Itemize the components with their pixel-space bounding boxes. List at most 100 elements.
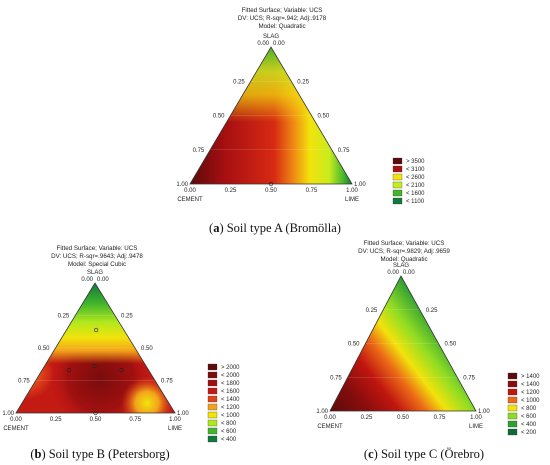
tick-label-right: 0.50 (445, 342, 457, 348)
tick-label-left: 0.75 (193, 148, 205, 154)
design-point (268, 181, 274, 187)
panel-caption: (b) Soil type B (Petersborg) (30, 447, 169, 461)
tick-label-left: 0.25 (233, 79, 245, 85)
legend-label: < 200 (521, 430, 537, 436)
legend-swatch (392, 189, 403, 197)
caption-text: Soil type B (Petersborg) (46, 447, 170, 461)
caption-letter: c (368, 447, 374, 461)
legend-label: < 2600 (406, 175, 425, 181)
tick-label-right: 0.00 (403, 270, 415, 276)
caption-paren: ( (209, 221, 213, 235)
panel-caption: (c) Soil type C (Örebro) (364, 447, 484, 461)
legend-label: > 3500 (406, 159, 425, 165)
legend-swatch (507, 372, 518, 380)
chart-header-line: Model: Special Cubic (68, 261, 126, 268)
tick-label-right: 0.00 (97, 277, 109, 283)
tick-label-bottom: 0.75 (129, 417, 141, 423)
legend-swatch (392, 157, 403, 165)
legend-label: < 1100 (406, 199, 425, 205)
tick-label-right: 0.75 (338, 148, 350, 154)
vertex-label-slag: SLAG (393, 263, 409, 269)
legend-swatch (507, 428, 518, 436)
tick-label-bottom: 0.75 (434, 415, 446, 421)
legend-label: < 400 (521, 422, 537, 428)
tick-label-bottom: 0.50 (265, 188, 277, 194)
chart-header-line: Fitted Surface; Variable: UCS (364, 240, 445, 247)
legend-swatch (207, 395, 218, 403)
legend-swatch (507, 396, 518, 404)
tick-label-right: 0.25 (121, 314, 133, 320)
tick-label-right: 0.00 (273, 41, 285, 47)
tick-label-right: 1.00 (478, 409, 490, 415)
legend-label: < 1000 (521, 398, 540, 404)
chart-header-line: Model: Quadratic (380, 256, 427, 263)
legend-label: < 1200 (521, 390, 540, 396)
legend-label: < 800 (221, 421, 237, 427)
caption-paren: ( (30, 447, 34, 461)
tick-label-bottom: 0.75 (306, 188, 318, 194)
tick-label-bottom: 0.25 (361, 415, 373, 421)
tick-label-left: 0.75 (18, 379, 30, 385)
design-point (94, 327, 99, 333)
legend-swatch (507, 380, 518, 388)
tick-label-left: 0.50 (213, 114, 225, 120)
tick-label-bottom: 0.00 (10, 417, 22, 423)
legend-swatch (507, 388, 518, 396)
vertex-label-cement: CEMENT (3, 426, 29, 432)
chart-header-line: DV: UCS; R-sqr=.942; Adj:.9178 (238, 15, 327, 22)
tick-label-left: 0.00 (257, 41, 269, 47)
legend-label: < 2000 (221, 373, 240, 379)
chart-header-line: DV: UCS; R-sqr=.9829; Adj:.9659 (358, 248, 450, 255)
legend-swatch (507, 404, 518, 412)
tick-label-bottom: 0.00 (184, 188, 196, 194)
legend-label: > 2000 (221, 365, 240, 371)
tick-label-bottom: 0.00 (324, 415, 336, 421)
panel-caption: (a) Soil type A (Bromölla) (209, 221, 341, 235)
chart-header-line: Fitted Surface; Variable: UCS (57, 245, 138, 252)
design-point (119, 368, 124, 373)
legend-label: < 1600 (221, 389, 240, 395)
caption-paren: ) (219, 221, 223, 235)
vertex-label-cement: CEMENT (177, 197, 203, 203)
legend-label: < 800 (521, 406, 537, 412)
caption-paren: ) (374, 447, 378, 461)
design-point (66, 368, 72, 373)
tick-label-right: 0.75 (161, 379, 173, 385)
legend-label: < 2100 (406, 183, 425, 189)
chart-header-line: Fitted Surface; Variable: UCS (242, 7, 323, 14)
legend-swatch (207, 363, 218, 371)
legend-swatch (207, 419, 218, 427)
triangle-frame (189, 46, 353, 185)
triangle-frame (15, 282, 176, 414)
tick-label-left: 1.00 (2, 411, 14, 417)
tick-label-left: 0.75 (330, 375, 342, 381)
tick-label-right: 0.50 (318, 114, 330, 120)
legend-swatch (207, 379, 218, 387)
caption-paren: ) (41, 447, 45, 461)
tick-label-left: 0.25 (366, 308, 378, 314)
legend-swatch (507, 412, 518, 420)
tick-label-left: 0.00 (81, 277, 93, 283)
legend-swatch (207, 435, 218, 443)
legend-swatch (207, 387, 218, 395)
surface-left-lobe (16, 283, 175, 413)
caption-text: Soil type A (Bromölla) (224, 221, 341, 235)
surface-fill (330, 276, 476, 411)
design-point (93, 410, 98, 416)
design-point (92, 363, 97, 369)
triangle-frame (329, 275, 477, 412)
vertex-label-slag: SLAG (87, 270, 103, 276)
legend-label: < 1400 (221, 397, 240, 403)
legend-label: < 1400 (521, 382, 540, 388)
legend-label: < 3100 (406, 167, 425, 173)
tick-label-right: 0.50 (141, 346, 153, 352)
tick-label-bottom: 0.50 (397, 415, 409, 421)
legend-swatch (392, 165, 403, 173)
legend-swatch (392, 181, 403, 189)
legend-swatch (207, 427, 218, 435)
vertex-label-lime: LIME (345, 197, 359, 203)
legend-swatch (207, 403, 218, 411)
